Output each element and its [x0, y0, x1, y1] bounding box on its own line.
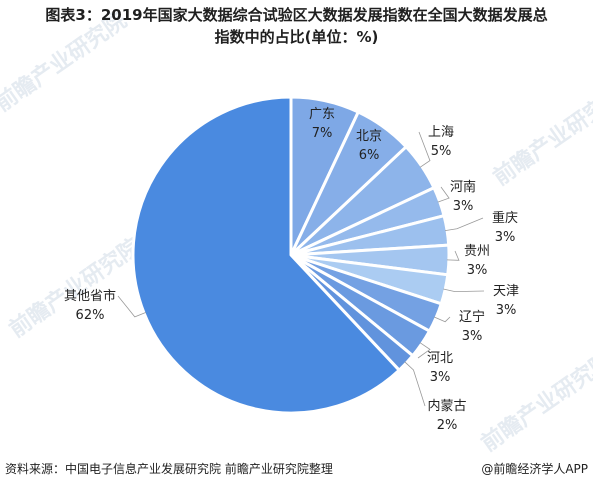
pie-labels: 广东 7% 北京 6% 上海 5% 河南 3% 重庆 3% 贵州 3% 天津 3% 辽宁 3% 河北 3% 内蒙古 2… [64, 107, 519, 433]
leader-line [117, 295, 147, 318]
leader-line [418, 131, 431, 168]
slice-label-value: 3% [495, 230, 516, 245]
leader-line [417, 342, 431, 359]
slice-label-name: 河北 [427, 351, 453, 366]
slice-label-value: 3% [496, 303, 517, 318]
leader-line [445, 217, 484, 231]
source-note: 资料来源：中国电子信息产业发展研究院 前瞻产业研究院整理 [5, 461, 333, 476]
slice-label-name: 内蒙古 [427, 398, 466, 414]
slice-label-name: 其他省市 [64, 288, 116, 304]
watermark-text: 前瞻产业研究院 [489, 81, 593, 191]
slice-label-value: 2% [437, 418, 458, 433]
slice-label-name: 上海 [428, 125, 454, 140]
leader-line [446, 250, 460, 261]
leader-line [443, 288, 485, 293]
brand-note: @前瞻经济学人APP [481, 461, 588, 476]
slice-label-value: 62% [76, 308, 105, 323]
slice-label-name: 广东 [309, 107, 335, 122]
slice-label-name: 北京 [356, 129, 382, 144]
slice-label-name: 天津 [493, 284, 519, 299]
slice-label-name: 辽宁 [459, 309, 485, 325]
slice-label-name: 河南 [450, 179, 476, 195]
chart-title-line-1: 图表3：2019年国家大数据综合试验区大数据发展指数在全国大数据发展总 [45, 6, 547, 24]
slice-label-value: 3% [430, 370, 451, 385]
slice-label-name: 重庆 [492, 210, 518, 226]
chart-title-line-2: 指数中的占比(单位：%) [215, 28, 379, 46]
pie-leader-lines [117, 131, 485, 407]
leader-line [434, 316, 451, 323]
slice-label-value: 3% [453, 199, 474, 214]
leader-line [404, 361, 426, 407]
slice-label-value: 6% [359, 148, 380, 163]
slice-label-value: 5% [431, 144, 452, 159]
leader-line [437, 186, 450, 203]
watermark-text: 前瞻产业研究院 [477, 347, 593, 457]
slice-label-value: 7% [312, 126, 333, 141]
slice-label-value: 3% [462, 329, 483, 344]
slice-label-value: 3% [467, 263, 488, 278]
slice-label-name: 贵州 [464, 244, 490, 259]
pie-slices [131, 95, 451, 415]
